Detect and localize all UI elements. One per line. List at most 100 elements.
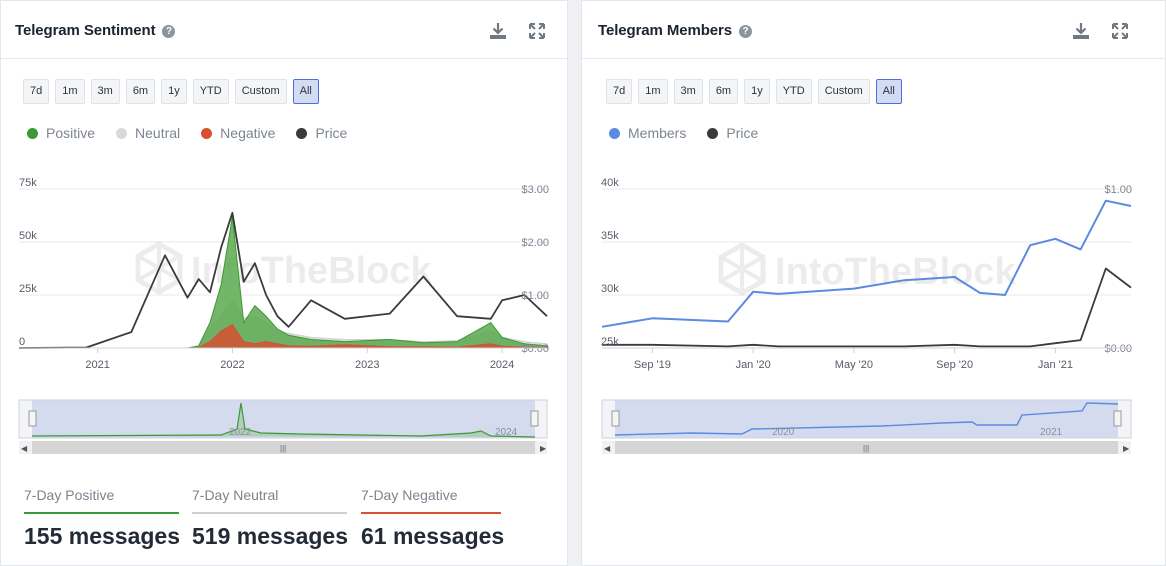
y-left-tick-label: 75k xyxy=(19,177,37,189)
panel-header: Telegram Sentiment? xyxy=(1,1,567,59)
range-3m-button[interactable]: 3m xyxy=(673,79,703,104)
telegram-members-panel: Telegram Members? 7d 1m 3m 6m 1y YTD Cus… xyxy=(581,0,1166,566)
x-tick-label: Jan '21 xyxy=(1038,359,1073,371)
range-6m-button[interactable]: 6m xyxy=(125,79,156,104)
x-tick-label: 2022 xyxy=(220,359,244,371)
y-right-tick-label: $2.00 xyxy=(521,237,549,249)
help-icon[interactable]: ? xyxy=(739,25,753,38)
download-icon[interactable] xyxy=(488,21,508,41)
legend-price[interactable]: Price xyxy=(296,125,347,141)
scroll-left-icon[interactable]: ◀ xyxy=(21,444,28,453)
scroll-right-icon[interactable]: ▶ xyxy=(540,444,547,453)
range-custom-button[interactable]: Custom xyxy=(817,79,870,104)
x-tick-label: 2023 xyxy=(355,359,379,371)
series-line-price[interactable] xyxy=(602,267,1132,348)
range-all-button[interactable]: All xyxy=(875,79,902,104)
stat-value: 519 messages xyxy=(192,523,349,549)
watermark-text: IntoTheBlock xyxy=(775,251,1017,293)
y-left-tick-label: 0 xyxy=(19,336,25,348)
legend-neutral[interactable]: Neutral xyxy=(116,125,180,141)
legend-negative[interactable]: Negative xyxy=(201,125,275,141)
legend-price[interactable]: Price xyxy=(707,125,758,141)
legend-members[interactable]: Members xyxy=(609,125,686,141)
y-right-tick-label: $0.00 xyxy=(1104,343,1132,355)
range-ytd-button[interactable]: YTD xyxy=(192,79,229,104)
navigator-label: 2022 xyxy=(229,427,252,438)
help-icon[interactable]: ? xyxy=(162,25,176,38)
range-3m-button[interactable]: 3m xyxy=(90,79,120,104)
navigator-label: 2024 xyxy=(495,427,518,438)
stat-label: 7-Day Positive xyxy=(24,487,179,514)
navigator-right-handle[interactable] xyxy=(1113,410,1122,427)
series-line-price[interactable] xyxy=(18,211,548,349)
fullscreen-icon[interactable] xyxy=(1110,21,1130,41)
price-dot-icon xyxy=(296,127,308,139)
range-7d-button[interactable]: 7d xyxy=(23,79,50,104)
telegram-sentiment-panel: Telegram Sentiment? 7d 1m 3m 6m 1y YTD C… xyxy=(0,0,568,566)
scrollbar-thumb[interactable] xyxy=(32,441,535,454)
range-ytd-button[interactable]: YTD xyxy=(775,79,812,104)
x-tick-label: 2021 xyxy=(85,359,109,371)
y-left-tick-label: 35k xyxy=(601,230,619,242)
navigator-left-handle[interactable] xyxy=(611,410,620,427)
series-line-members[interactable] xyxy=(601,199,1132,328)
members-chart[interactable]: IntoTheBlock 25k 30k 35k 40k $0.00 $1.00 Sep '… xyxy=(582,171,1165,461)
stat-negative: 7-Day Negative 61 messages xyxy=(361,487,505,550)
stat-value: 155 messages xyxy=(24,523,181,549)
navigator-label: 2020 xyxy=(772,427,795,438)
stat-value: 61 messages xyxy=(361,523,505,549)
range-1y-button[interactable]: 1y xyxy=(744,79,770,104)
y-right-tick-label: $1.00 xyxy=(1104,184,1132,196)
x-tick-label: Jan '20 xyxy=(736,359,771,371)
members-dot-icon xyxy=(609,127,620,139)
fullscreen-icon[interactable] xyxy=(527,21,547,41)
navigator-selection[interactable] xyxy=(32,400,535,438)
legend-positive[interactable]: Positive xyxy=(27,125,95,141)
scrollbar-grip-icon: ||| xyxy=(280,444,286,453)
scrollbar-grip-icon: ||| xyxy=(863,444,869,453)
scroll-right-icon[interactable]: ▶ xyxy=(1123,444,1130,453)
panel-header: Telegram Members? xyxy=(582,1,1165,59)
navigator-left-handle[interactable] xyxy=(28,410,37,427)
range-all-button[interactable]: All xyxy=(292,79,319,104)
chart-legend: Positive Neutral Negative Price xyxy=(27,125,368,141)
stat-positive: 7-Day Positive 155 messages xyxy=(24,487,181,550)
y-right-tick-label: $3.00 xyxy=(521,184,549,196)
range-custom-button[interactable]: Custom xyxy=(234,79,287,104)
navigator-series xyxy=(31,402,536,438)
price-dot-icon xyxy=(707,127,719,139)
download-icon[interactable] xyxy=(1071,21,1091,41)
panel-title: Telegram Members? xyxy=(598,22,753,39)
negative-dot-icon xyxy=(201,127,213,139)
y-left-tick-label: 50k xyxy=(19,230,37,242)
y-left-tick-label: 30k xyxy=(601,283,619,295)
y-right-tick-label: $0.00 xyxy=(521,343,549,355)
panel-title: Telegram Sentiment? xyxy=(15,22,176,39)
navigator-label: 2021 xyxy=(1040,427,1063,438)
range-7d-button[interactable]: 7d xyxy=(606,79,633,104)
range-1m-button[interactable]: 1m xyxy=(55,79,85,104)
navigator-selection[interactable] xyxy=(615,400,1118,438)
x-tick-label: Sep '19 xyxy=(634,359,671,371)
navigator-series xyxy=(614,402,1119,436)
range-1m-button[interactable]: 1m xyxy=(638,79,668,104)
navigator-right-handle[interactable] xyxy=(530,410,539,427)
x-tick-label: Sep '20 xyxy=(936,359,973,371)
range-selector: 7d 1m 3m 6m 1y YTD Custom All xyxy=(606,79,908,104)
stat-neutral: 7-Day Neutral 519 messages xyxy=(192,487,349,550)
positive-dot-icon xyxy=(27,127,38,139)
sentiment-chart[interactable]: IntoTheBlock 025k50k75k$0.00$1.00$2.00$3… xyxy=(1,171,567,461)
range-1y-button[interactable]: 1y xyxy=(161,79,187,104)
range-6m-button[interactable]: 6m xyxy=(708,79,739,104)
scroll-left-icon[interactable]: ◀ xyxy=(604,444,611,453)
y-left-tick-label: 25k xyxy=(19,283,37,295)
y-left-tick-label: 40k xyxy=(601,177,619,189)
watermark-logo-icon xyxy=(718,242,766,296)
range-selector: 7d 1m 3m 6m 1y YTD Custom All xyxy=(23,79,325,104)
stat-label: 7-Day Neutral xyxy=(192,487,347,514)
chart-legend: Members Price xyxy=(609,125,779,141)
y-left-tick-label: 25k xyxy=(601,336,619,348)
neutral-dot-icon xyxy=(116,127,128,139)
scrollbar-thumb[interactable] xyxy=(615,441,1118,454)
x-tick-label: 2024 xyxy=(490,359,514,371)
